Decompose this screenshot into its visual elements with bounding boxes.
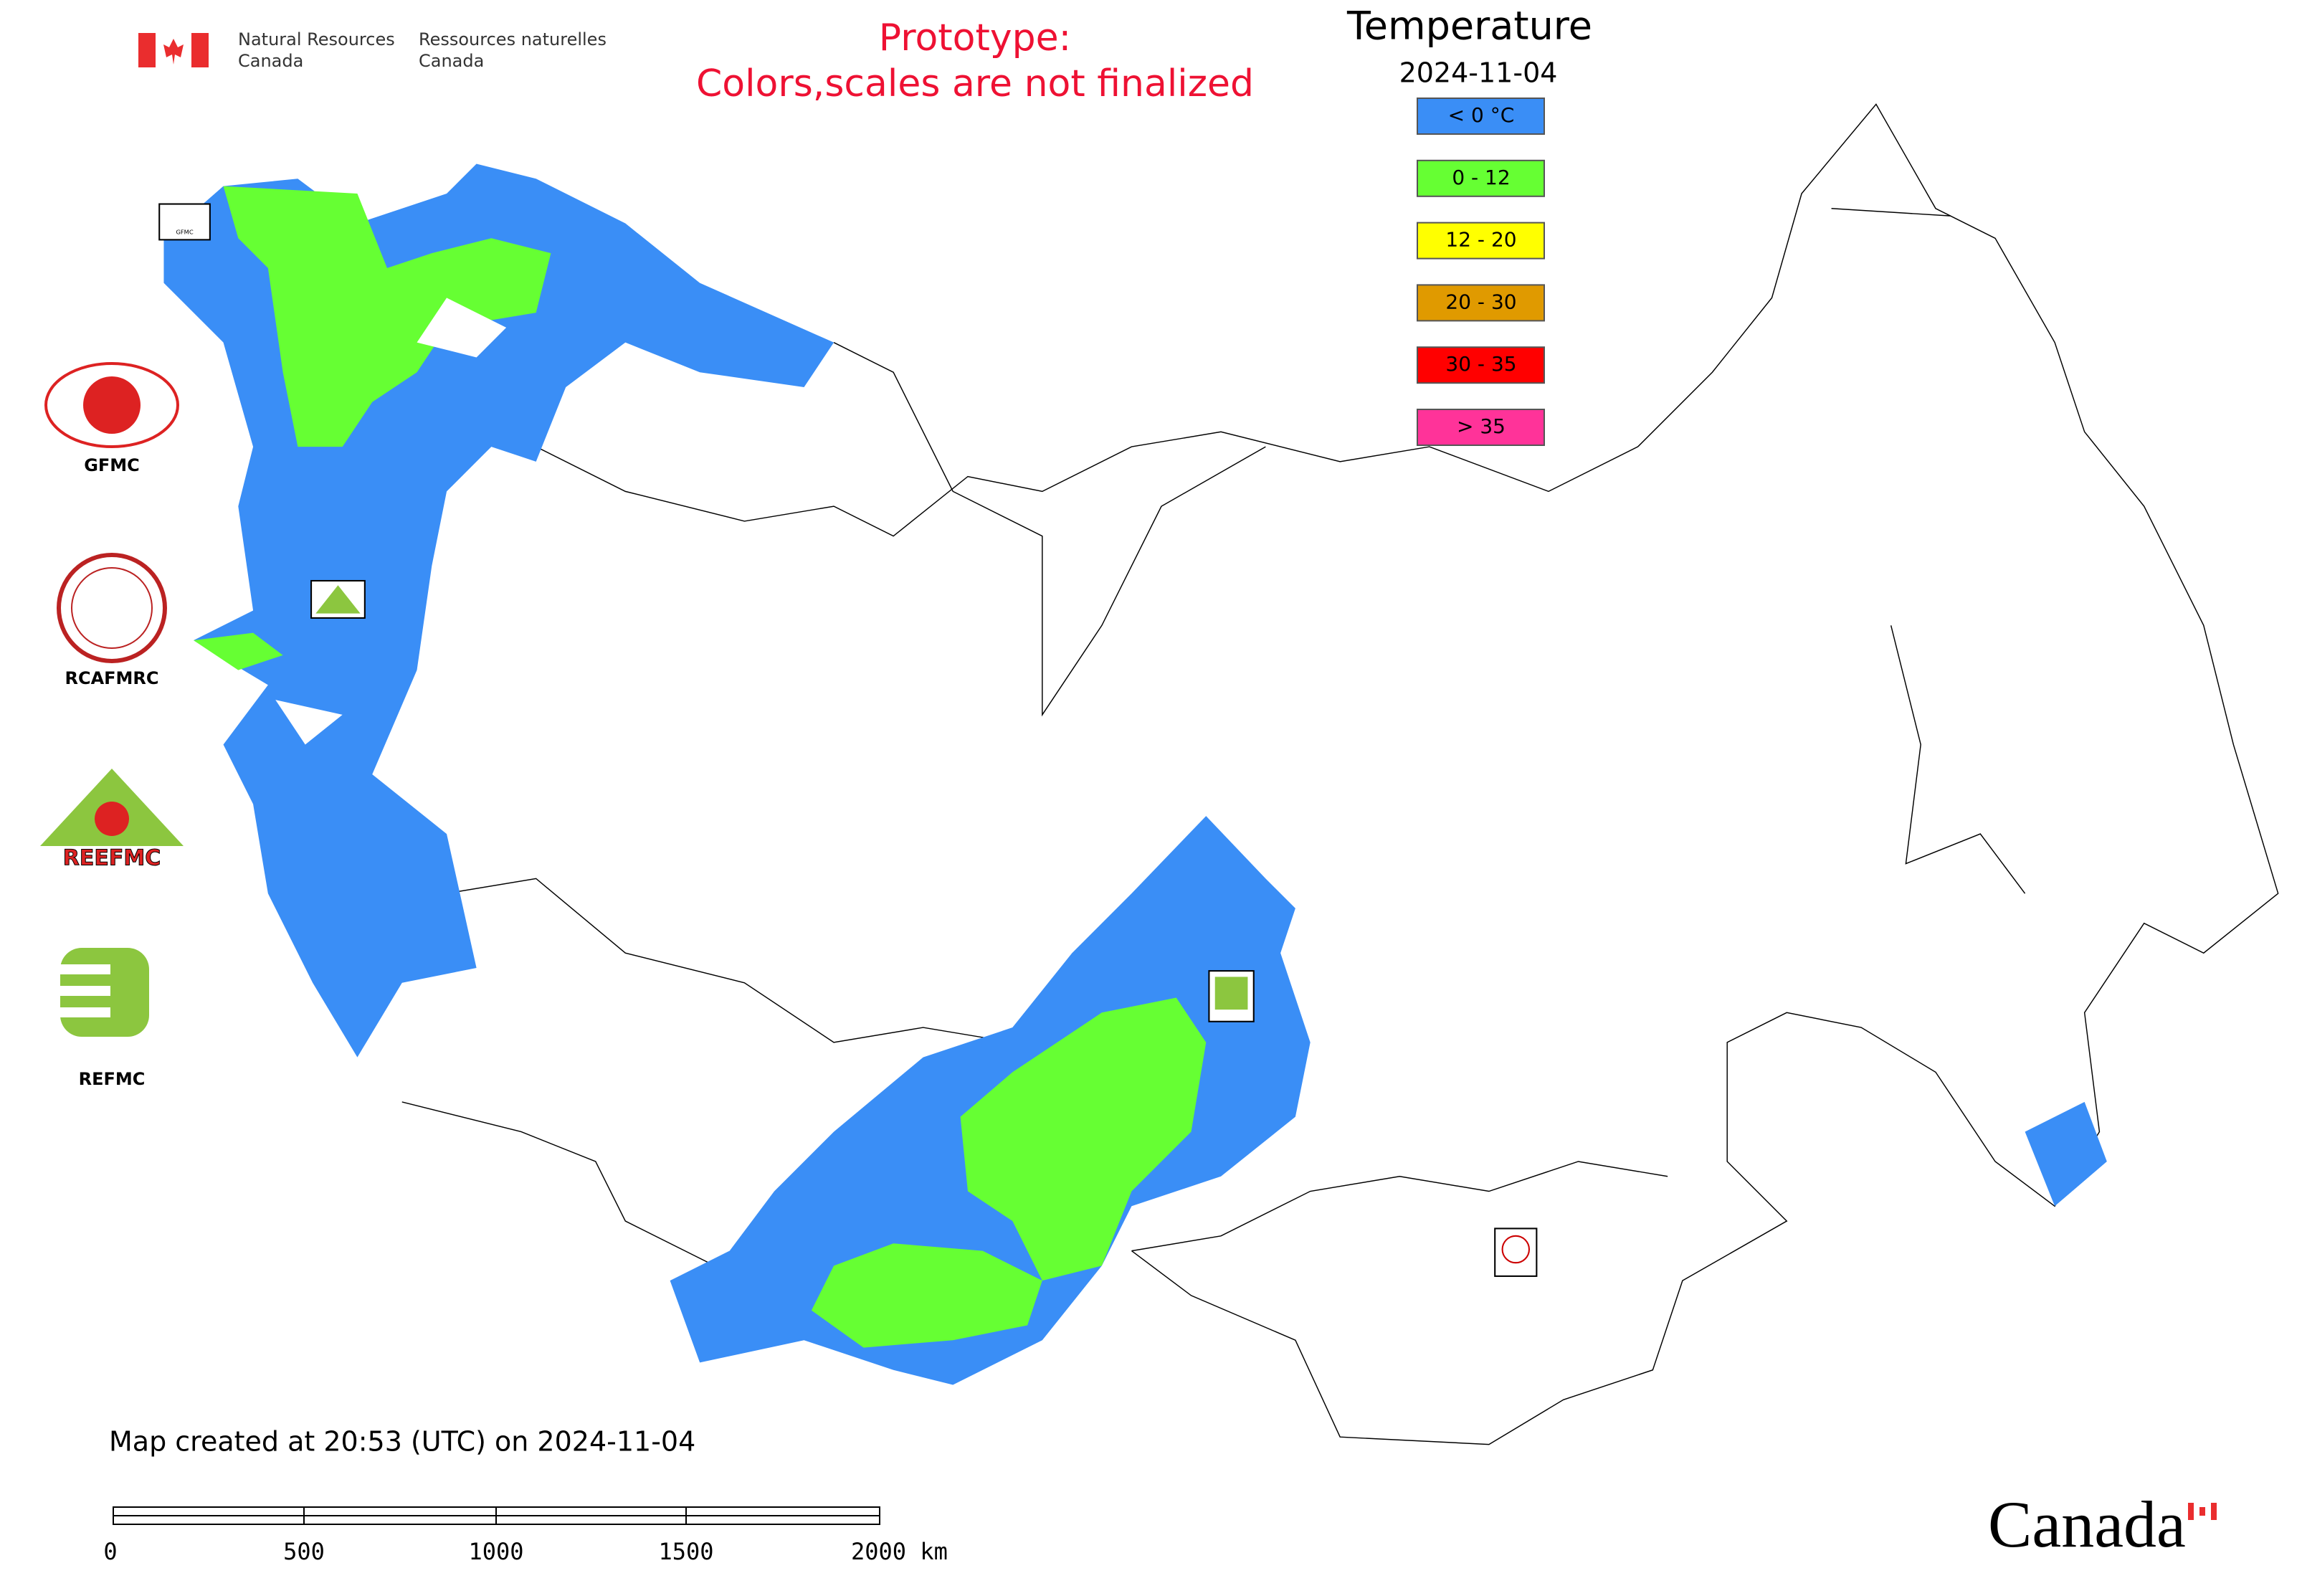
refmc-logo [60, 948, 149, 1037]
map-marker [310, 579, 366, 619]
legend: < 0 °C 0 - 12 12 - 20 20 - 30 30 - 35 > 35 [1417, 98, 1545, 446]
agency-name: Canada [419, 51, 484, 71]
map-marker: GFMC [158, 203, 211, 241]
scale-label: 1000 [468, 1538, 523, 1565]
legend-label: 30 - 35 [1445, 352, 1516, 376]
notice: Prototype: [879, 16, 1071, 60]
scale-label: 2000 km [851, 1538, 948, 1565]
legend-swatch [1417, 159, 1545, 197]
legend-label: 0 - 12 [1452, 166, 1510, 189]
scale-bar [113, 1506, 880, 1525]
country-borders [401, 878, 1668, 1267]
map-marker [1494, 1227, 1538, 1277]
legend-swatch [1417, 346, 1545, 384]
reefmc-logo [40, 769, 184, 846]
map-created: Map created at 20:53 (UTC) on 2024-11-04 [109, 1426, 695, 1458]
agency-name: Canada [238, 51, 303, 71]
agency-logo [138, 33, 209, 67]
legend-label: 12 - 20 [1445, 228, 1516, 252]
scale-label: 0 [103, 1538, 117, 1565]
legend-label: > 35 [1457, 414, 1506, 438]
water-body [275, 298, 507, 745]
canada-wordmark: Canada [1988, 1488, 2186, 1561]
logo-label: REEFMC [63, 846, 161, 871]
agency-name: Natural Resources [238, 29, 395, 49]
logo-label: RCAFMRC [65, 668, 158, 688]
map-marker [1208, 970, 1255, 1022]
gfmc-logo [44, 362, 179, 448]
scale-label: 1500 [658, 1538, 713, 1565]
legend-swatch [1417, 98, 1545, 135]
logo-label: GFMC [84, 455, 140, 475]
legend-label: < 0 °C [1448, 103, 1515, 127]
region-0-12 [811, 997, 1207, 1348]
rcafmrc-logo [57, 553, 167, 663]
notice: Colors,scales are not finalized [696, 62, 1254, 105]
wordmark-flag [2188, 1503, 2217, 1520]
map-area: GFMC [158, 103, 2279, 1445]
legend-title: Temperature [1346, 4, 1592, 49]
scale-label: 500 [283, 1538, 325, 1565]
legend-label: 20 - 30 [1445, 290, 1516, 313]
marker-label: GFMC [176, 228, 193, 235]
legend-swatch [1417, 284, 1545, 322]
legend-swatch [1417, 409, 1545, 446]
legend-date: 2024-11-04 [1399, 57, 1558, 89]
coastline [833, 208, 2026, 894]
agency-name: Ressources naturelles [419, 29, 607, 49]
logo-label: REFMC [79, 1069, 146, 1089]
scale-labels: 0 500 1000 1500 2000 km [103, 1538, 947, 1565]
country-borders [536, 103, 2279, 1445]
legend-swatch [1417, 222, 1545, 260]
